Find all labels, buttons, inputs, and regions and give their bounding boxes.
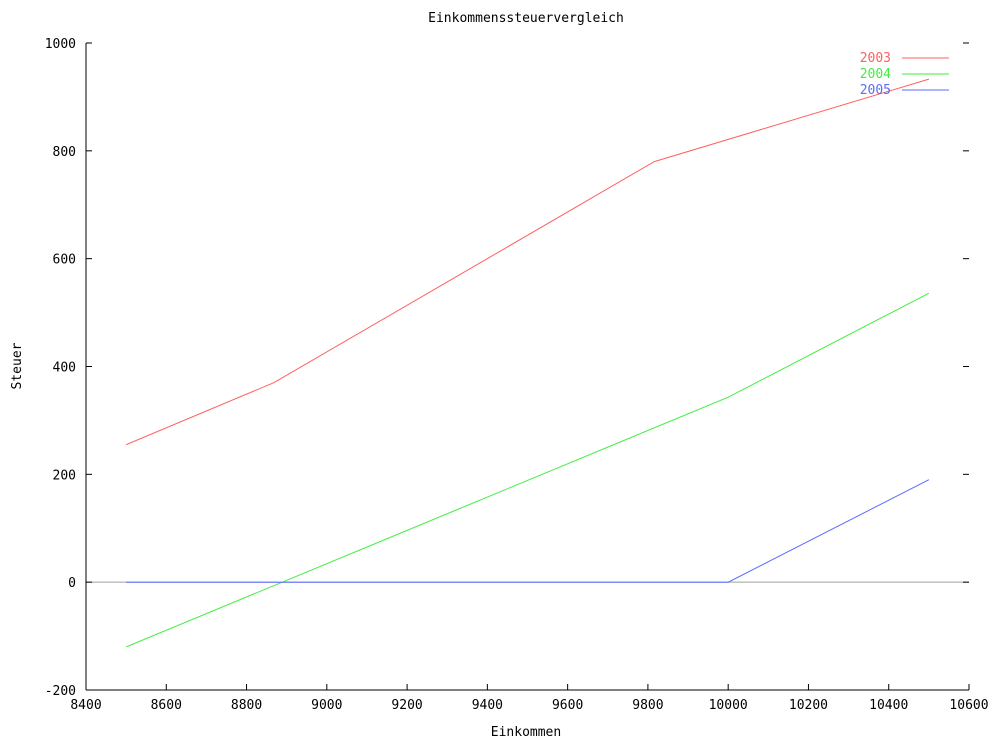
x-tick-label: 9600 — [552, 698, 583, 713]
y-tick-label: 200 — [53, 468, 76, 483]
x-tick-label: 9200 — [391, 698, 422, 713]
y-tick-label: 800 — [53, 145, 76, 160]
y-tick-label: 600 — [53, 253, 76, 268]
y-tick-label: 400 — [53, 361, 76, 376]
x-axis-label: Einkommen — [491, 725, 561, 740]
x-tick-label: 10200 — [789, 698, 828, 713]
legend-label-2003: 2003 — [860, 51, 891, 66]
y-axis-ticks: -200 0 200 400 600 800 1000 — [45, 37, 969, 699]
chart-title: Einkommenssteuervergleich — [428, 11, 624, 26]
y-axis-label: Steuer — [10, 342, 25, 389]
x-tick-label: 9400 — [472, 698, 503, 713]
y-tick-label: 1000 — [45, 37, 76, 52]
x-tick-label: 10400 — [869, 698, 908, 713]
series-line-2003 — [125, 78, 930, 446]
x-tick-label: 8600 — [151, 698, 182, 713]
x-axis-ticks: 8400 8600 8800 9000 9200 9400 9600 9800 10000 102… — [70, 684, 989, 713]
x-tick-label: 10600 — [949, 698, 988, 713]
x-tick-label: 9000 — [311, 698, 342, 713]
series-line-2004 — [125, 292, 930, 648]
x-tick-label: 8400 — [70, 698, 101, 713]
x-tick-label: 10000 — [709, 698, 748, 713]
x-tick-label: 9800 — [632, 698, 663, 713]
series-layer — [125, 78, 930, 648]
legend-label-2005: 2005 — [860, 83, 891, 98]
legend-label-2004: 2004 — [860, 67, 891, 82]
series-line-2005 — [126, 479, 930, 583]
y-tick-label: 0 — [68, 576, 76, 591]
y-tick-label: -200 — [45, 684, 76, 699]
x-tick-label: 8800 — [231, 698, 262, 713]
